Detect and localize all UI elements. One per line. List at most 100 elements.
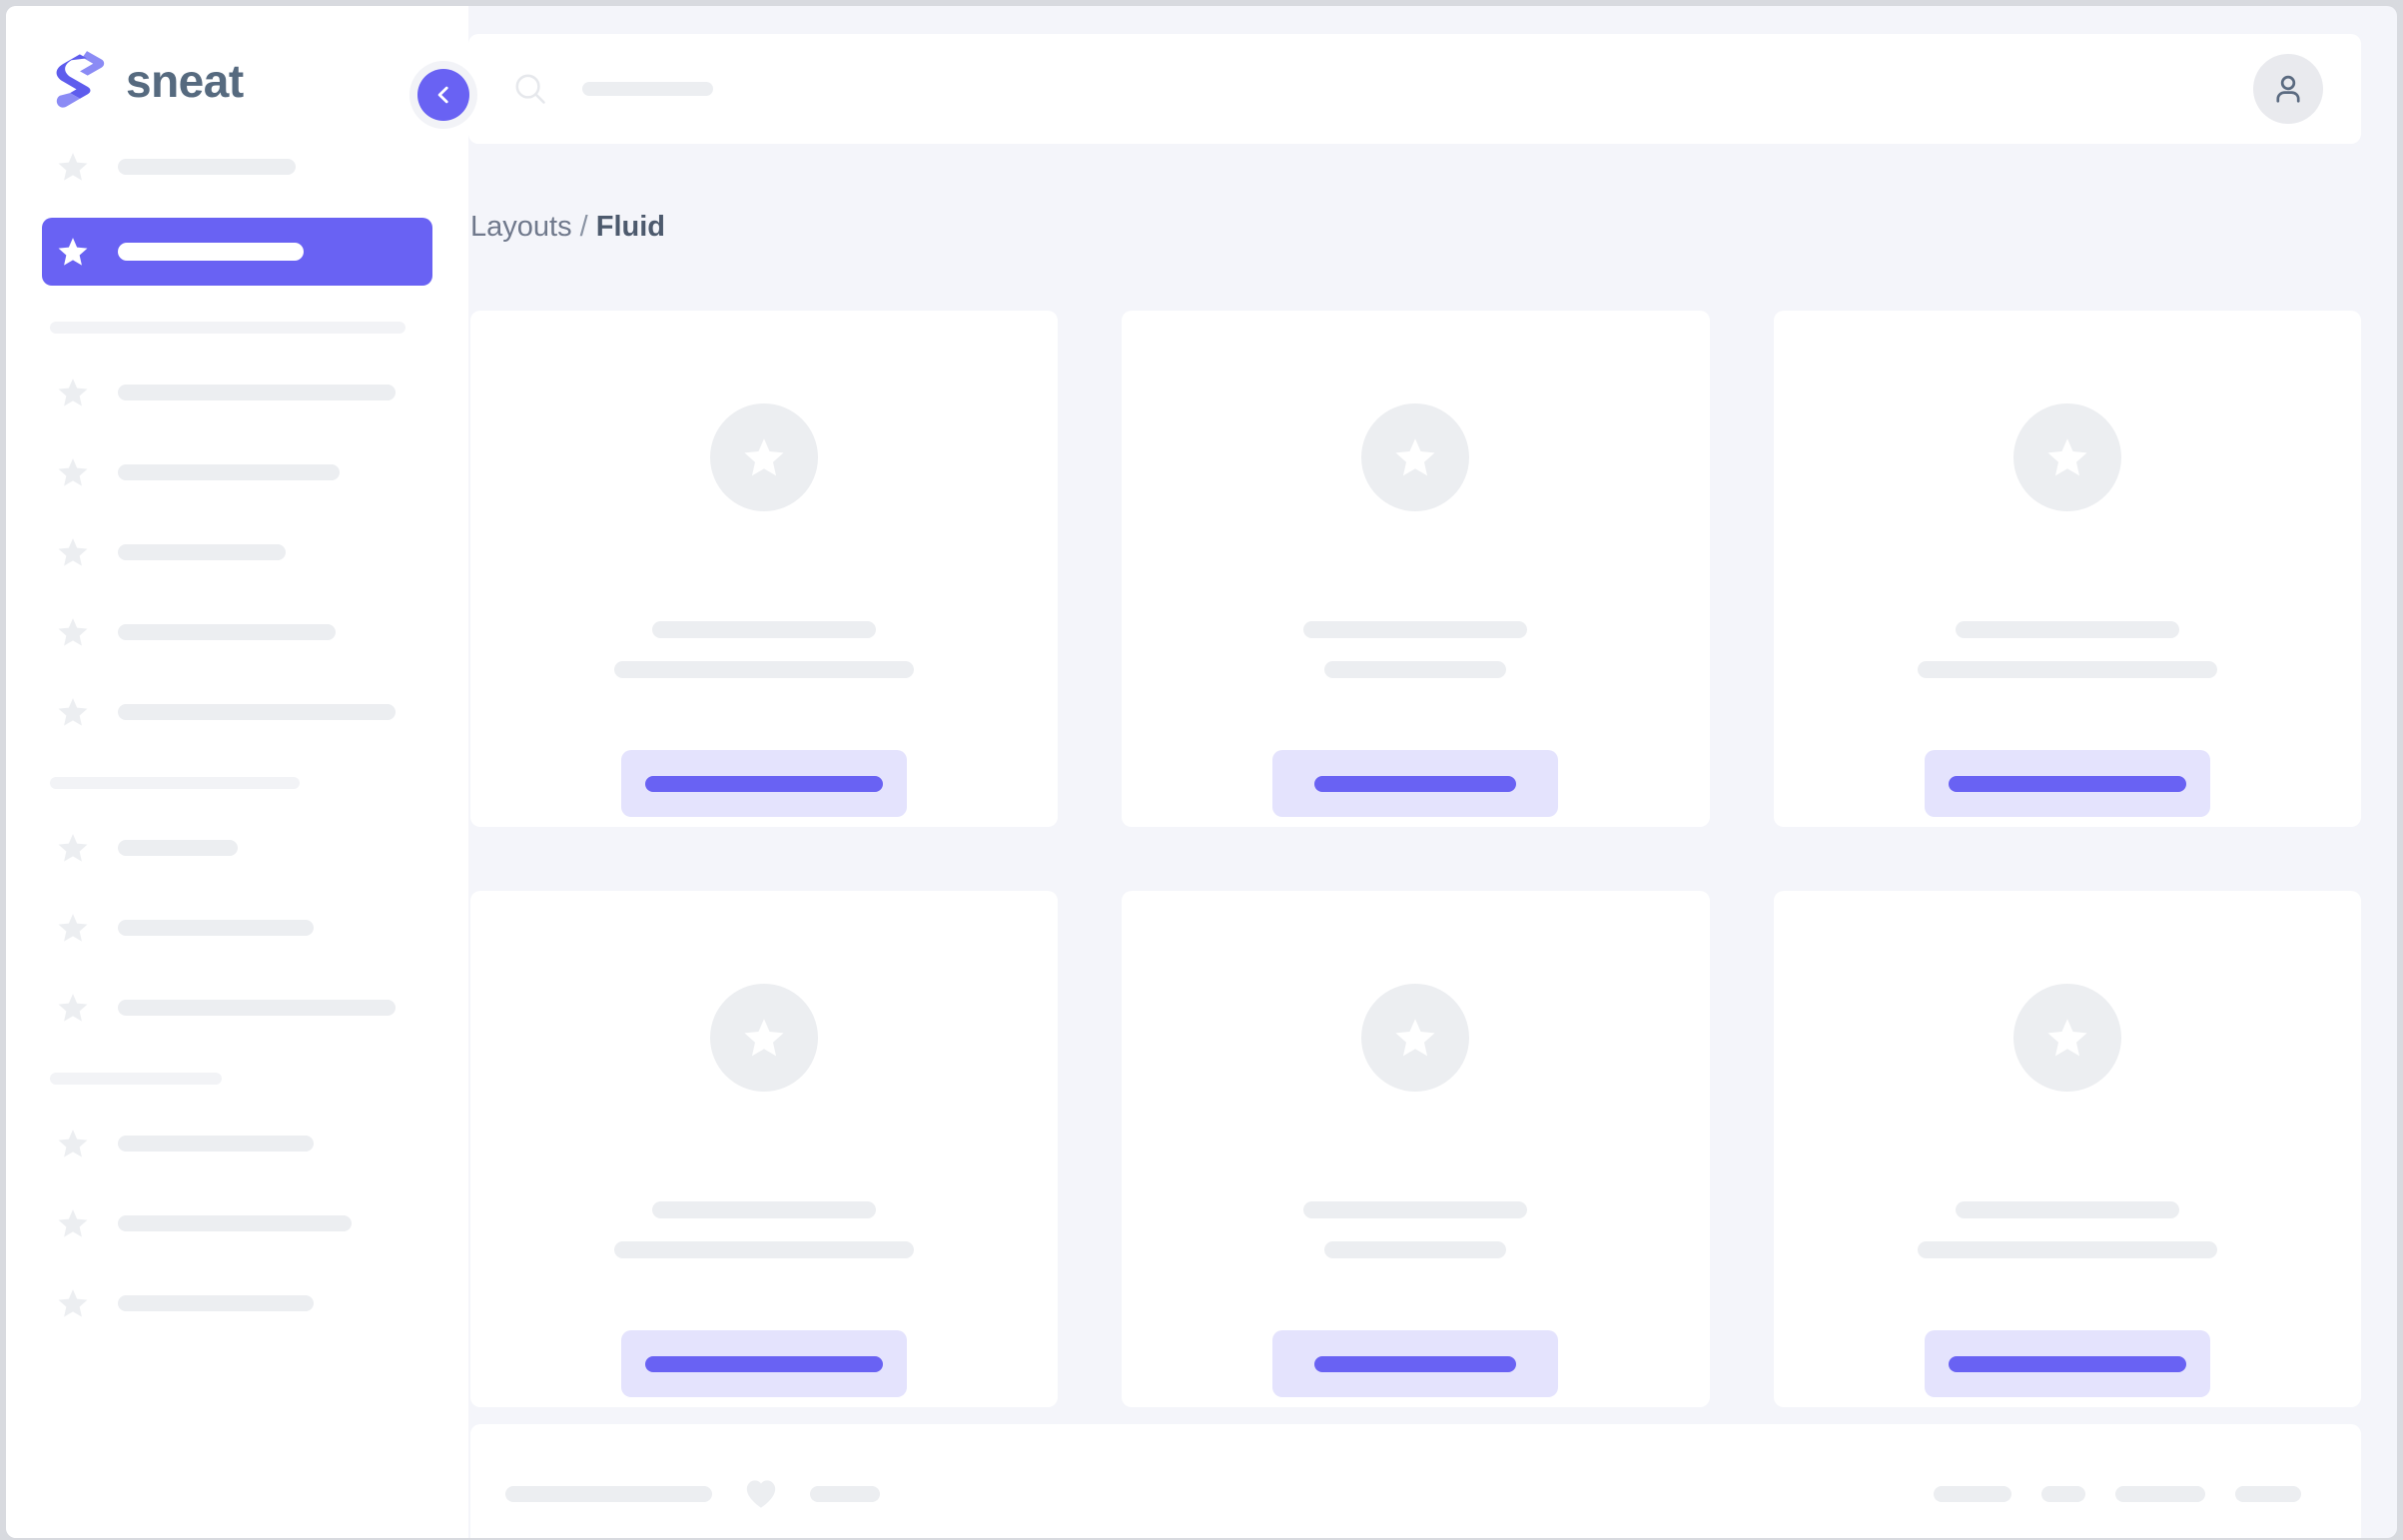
star-icon <box>744 1019 784 1057</box>
search-placeholder-bar <box>582 82 713 96</box>
sidebar-item-label-bar <box>118 464 340 480</box>
card-action-button[interactable] <box>1272 1330 1559 1397</box>
footer-left <box>505 1479 880 1509</box>
footer-link-bar[interactable] <box>2041 1486 2085 1502</box>
card-action-button[interactable] <box>621 1330 908 1397</box>
breadcrumb-parent[interactable]: Layouts <box>470 211 572 243</box>
sidebar-item-active[interactable] <box>42 218 432 286</box>
sidebar-item[interactable] <box>42 819 432 877</box>
sidebar-item[interactable] <box>42 1115 432 1172</box>
card-avatar <box>2012 403 2121 511</box>
footer-link-bar[interactable] <box>2115 1486 2205 1502</box>
card-button-label-bar <box>1948 1355 2186 1372</box>
card-grid <box>470 311 2361 1407</box>
sidebar: sneat <box>6 6 477 1538</box>
card-action-button[interactable] <box>1924 750 2210 817</box>
content-card <box>1122 311 1710 827</box>
collapse-button-circle <box>417 69 469 121</box>
star-icon <box>58 458 88 486</box>
star-icon <box>58 698 88 726</box>
star-icon <box>58 834 88 862</box>
footer-text-bar-2 <box>810 1486 880 1502</box>
content-card <box>470 891 1059 1407</box>
sidebar-item[interactable] <box>42 899 432 957</box>
breadcrumb: Layouts / Fluid <box>470 211 665 244</box>
card-button-label-bar <box>645 1355 884 1372</box>
card-title-bar <box>1303 1201 1528 1218</box>
card-button-label-bar <box>1314 1355 1517 1372</box>
footer-link-bar[interactable] <box>1934 1486 2011 1502</box>
card-button-label-bar <box>1948 775 2186 792</box>
card-action-button[interactable] <box>1272 750 1559 817</box>
star-icon <box>58 153 88 181</box>
card-button-label-bar <box>1314 775 1517 792</box>
star-icon <box>58 914 88 942</box>
nav-spacer <box>6 877 468 899</box>
brand-name: sneat <box>126 55 244 107</box>
card-action-button[interactable] <box>621 750 908 817</box>
sidebar-item-label-bar <box>118 624 336 640</box>
star-icon <box>58 618 88 646</box>
sidebar-item-label-bar <box>118 243 304 261</box>
card-action-button[interactable] <box>1924 1330 2210 1397</box>
nav-spacer <box>6 581 468 603</box>
card-subtitle-bar <box>614 1241 915 1258</box>
card-avatar <box>1361 984 1470 1092</box>
topbar <box>468 34 2361 144</box>
sidebar-item-label-bar <box>118 920 314 936</box>
star-icon <box>58 1209 88 1237</box>
sidebar-item[interactable] <box>42 443 432 501</box>
star-icon <box>2047 1019 2087 1057</box>
breadcrumb-current: Fluid <box>595 211 666 243</box>
account-avatar[interactable] <box>2253 54 2323 124</box>
sidebar-collapse-button[interactable] <box>409 61 477 129</box>
star-icon <box>2047 438 2087 476</box>
card-title-bar <box>1303 621 1528 638</box>
card-avatar <box>710 984 819 1092</box>
footer-links <box>1934 1486 2301 1502</box>
content-card <box>470 311 1059 827</box>
user-icon <box>2276 75 2300 103</box>
sidebar-item-label-bar <box>118 1295 314 1311</box>
content-area: Layouts / Fluid <box>468 6 2397 1538</box>
sidebar-item[interactable] <box>42 1194 432 1252</box>
sidebar-item[interactable] <box>42 1274 432 1332</box>
content-card <box>1773 311 2361 827</box>
sidebar-item[interactable] <box>42 683 432 741</box>
card-subtitle-bar <box>1324 1241 1507 1258</box>
breadcrumb-separator: / <box>579 211 588 243</box>
nav-spacer <box>6 1252 468 1274</box>
heart-icon <box>746 1480 776 1508</box>
footer <box>470 1424 2361 1538</box>
sidebar-nav <box>6 118 468 1332</box>
sneat-s-logo-icon <box>56 51 105 108</box>
footer-link-bar[interactable] <box>2235 1486 2301 1502</box>
sidebar-item[interactable] <box>42 603 432 661</box>
card-avatar <box>710 403 819 511</box>
star-icon <box>744 438 784 476</box>
search-input[interactable] <box>512 71 2253 107</box>
sidebar-item-label-bar <box>118 1215 352 1231</box>
card-title-bar <box>1955 1201 2179 1218</box>
sidebar-item-label-bar <box>118 544 286 560</box>
star-icon <box>58 538 88 566</box>
footer-text-bar-1 <box>505 1486 712 1502</box>
nav-spacer <box>6 501 468 523</box>
star-icon <box>58 1289 88 1317</box>
star-icon <box>58 994 88 1022</box>
sidebar-item[interactable] <box>42 523 432 581</box>
nav-spacer <box>6 957 468 979</box>
sidebar-item[interactable] <box>42 138 432 196</box>
nav-spacer <box>6 196 468 218</box>
content-card <box>1773 891 2361 1407</box>
sidebar-item-label-bar <box>118 1000 396 1016</box>
card-title-bar <box>652 621 877 638</box>
brand[interactable]: sneat <box>6 6 468 118</box>
app-window: sneat <box>6 6 2397 1538</box>
sidebar-item[interactable] <box>42 979 432 1037</box>
sidebar-item[interactable] <box>42 364 432 421</box>
sidebar-item-label-bar <box>118 1136 314 1152</box>
chevron-left-icon <box>437 86 448 104</box>
star-icon <box>58 238 88 266</box>
sidebar-item-label-bar <box>118 385 396 400</box>
